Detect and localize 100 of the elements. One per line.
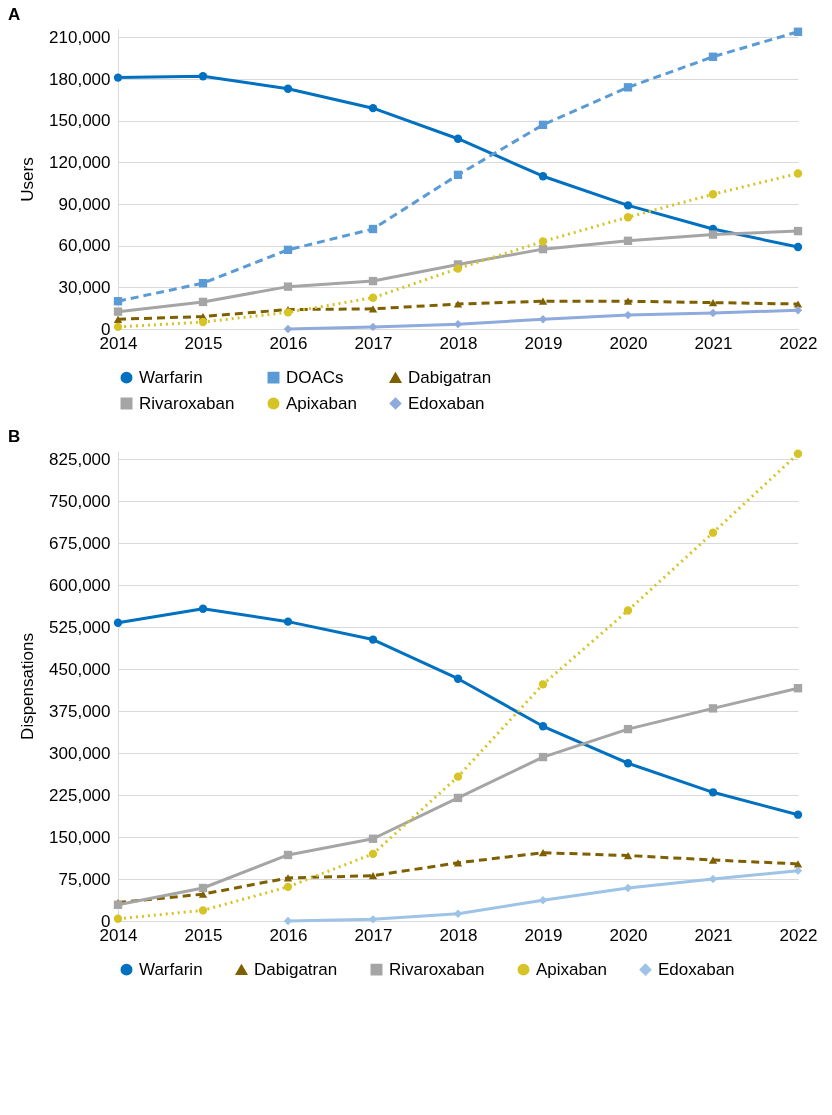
y-tick-label: 75,000 bbox=[58, 869, 111, 889]
x-tick-label: 2019 bbox=[524, 333, 563, 353]
x-tick-label: 2020 bbox=[609, 333, 648, 353]
y-tick-label: 750,000 bbox=[49, 491, 111, 511]
point bbox=[623, 759, 633, 768]
point bbox=[793, 242, 803, 252]
point bbox=[113, 307, 123, 316]
point bbox=[538, 722, 548, 731]
legend-label: Edoxaban bbox=[658, 959, 735, 979]
point bbox=[538, 896, 548, 905]
point bbox=[283, 850, 293, 860]
y-tick-label: 150,000 bbox=[49, 111, 111, 131]
point bbox=[793, 860, 803, 868]
point bbox=[708, 788, 718, 797]
point bbox=[198, 604, 208, 613]
point bbox=[198, 278, 208, 288]
point bbox=[708, 856, 718, 864]
point bbox=[113, 618, 123, 627]
point bbox=[368, 276, 378, 286]
point bbox=[113, 297, 123, 306]
point bbox=[538, 172, 548, 181]
point bbox=[283, 874, 293, 882]
point bbox=[793, 27, 803, 36]
legend-label: Rivaroxaban bbox=[389, 959, 485, 979]
y-tick-label: 150,000 bbox=[49, 827, 111, 847]
point bbox=[623, 201, 633, 210]
point bbox=[283, 617, 293, 626]
point bbox=[198, 906, 208, 915]
x-tick-label: 2016 bbox=[269, 925, 308, 945]
x-tick-label: 2021 bbox=[694, 925, 733, 945]
point bbox=[793, 810, 803, 819]
legend-label: Dabigatran bbox=[408, 367, 492, 387]
point bbox=[198, 317, 208, 327]
point bbox=[793, 684, 803, 693]
y-tick-label: 90,000 bbox=[58, 194, 111, 214]
point bbox=[623, 606, 633, 615]
point bbox=[453, 264, 463, 273]
legend-label: Apixaban bbox=[536, 959, 607, 979]
legend-label: Dabigatran bbox=[254, 959, 338, 979]
x-tick-label: 2022 bbox=[779, 333, 818, 353]
point bbox=[538, 237, 548, 246]
x-tick-label: 2017 bbox=[354, 333, 393, 353]
point bbox=[538, 120, 548, 130]
point bbox=[708, 190, 718, 199]
x-tick-label: 2021 bbox=[694, 333, 733, 353]
point bbox=[538, 752, 548, 762]
point bbox=[198, 72, 208, 81]
point bbox=[793, 226, 803, 236]
y-tick-label: 375,000 bbox=[49, 701, 111, 721]
y-tick-label: 30,000 bbox=[58, 277, 111, 297]
point bbox=[708, 528, 718, 537]
x-tick-label: 2018 bbox=[439, 925, 478, 945]
point bbox=[453, 674, 463, 683]
y-tick-label: 600,000 bbox=[49, 575, 111, 595]
point bbox=[623, 236, 633, 245]
point bbox=[198, 883, 208, 893]
chart-title: B bbox=[8, 426, 21, 446]
x-tick-label: 2019 bbox=[524, 925, 563, 945]
y-tick-label: 60,000 bbox=[58, 236, 111, 256]
x-tick-label: 2018 bbox=[439, 333, 478, 353]
legend-label: Warfarin bbox=[139, 959, 203, 979]
point bbox=[113, 322, 123, 332]
point bbox=[368, 872, 378, 880]
y-tick-label: 825,000 bbox=[49, 449, 111, 469]
point bbox=[368, 103, 378, 113]
x-tick-label: 2020 bbox=[609, 925, 648, 945]
point bbox=[708, 52, 718, 61]
point bbox=[793, 169, 803, 178]
point bbox=[453, 793, 463, 803]
x-tick-label: 2016 bbox=[269, 333, 308, 353]
point bbox=[453, 134, 463, 143]
y-tick-label: 120,000 bbox=[49, 152, 111, 172]
point bbox=[283, 882, 293, 892]
point bbox=[283, 245, 293, 255]
point bbox=[453, 170, 463, 180]
legend-label: Edoxaban bbox=[408, 393, 485, 413]
point bbox=[368, 293, 378, 302]
y-tick-label: 300,000 bbox=[49, 743, 111, 763]
y-axis-title: Users bbox=[18, 157, 38, 202]
point bbox=[708, 298, 718, 307]
point bbox=[538, 849, 548, 857]
point bbox=[708, 230, 718, 239]
point bbox=[793, 449, 803, 458]
point bbox=[453, 859, 463, 867]
point bbox=[368, 834, 378, 843]
point bbox=[623, 213, 633, 222]
x-tick-label: 2015 bbox=[184, 333, 223, 353]
point bbox=[453, 300, 463, 308]
y-tick-label: 450,000 bbox=[49, 659, 111, 679]
point bbox=[623, 297, 633, 305]
point bbox=[113, 315, 123, 323]
legend-label: Apixaban bbox=[286, 393, 357, 413]
x-tick-label: 2022 bbox=[779, 925, 818, 945]
point bbox=[283, 282, 293, 291]
x-tick-label: 2015 bbox=[184, 925, 223, 945]
point bbox=[113, 73, 123, 82]
y-tick-label: 210,000 bbox=[49, 27, 111, 47]
point bbox=[113, 914, 123, 923]
point bbox=[368, 224, 378, 234]
point bbox=[793, 300, 803, 308]
